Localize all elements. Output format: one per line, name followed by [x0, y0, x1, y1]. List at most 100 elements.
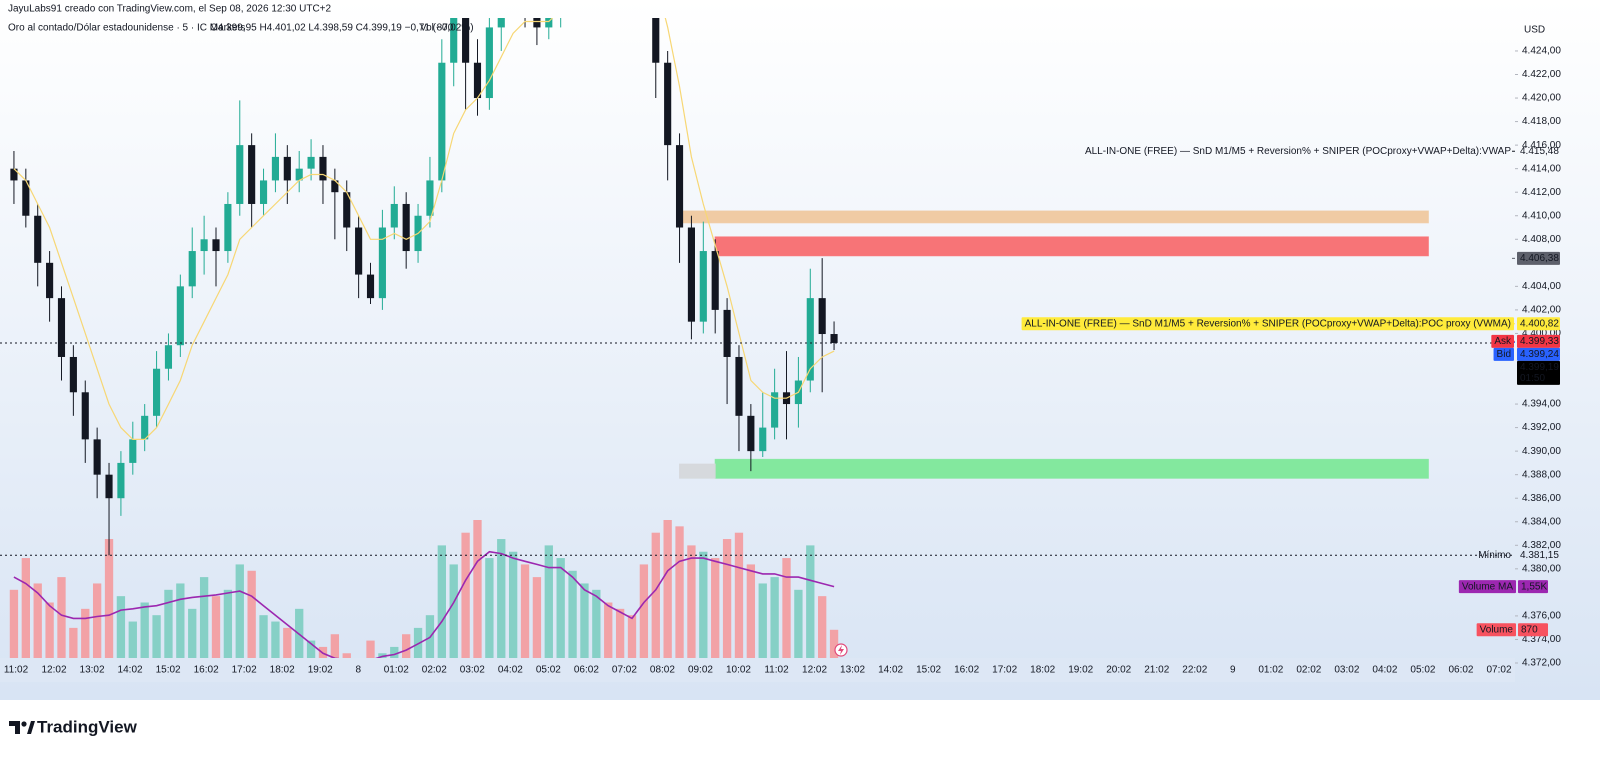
- volume-bar: [259, 615, 268, 658]
- volume-bar: [271, 621, 280, 658]
- volume-bar: [188, 608, 197, 658]
- candle-body: [462, 18, 470, 63]
- x-tick-label: 17:02: [232, 665, 257, 676]
- volume-bar: [45, 602, 54, 658]
- x-tick-label: 11:02: [4, 665, 29, 676]
- x-tick-label: 03:02: [460, 665, 485, 676]
- volume-bar: [627, 615, 637, 658]
- volume-bar: [342, 653, 351, 658]
- candle-body: [473, 62, 482, 99]
- volume-bar: [532, 577, 542, 658]
- volume-bar: [782, 558, 791, 658]
- volume-bar: [140, 602, 149, 658]
- y-tick-label: 4.424,00: [1522, 46, 1561, 57]
- price-line-name: ALL-IN-ONE (FREE) — SnD M1/M5 + Reversio…: [1025, 318, 1511, 329]
- candle-body: [699, 251, 707, 322]
- price-tag-label: 4.399,24: [1520, 349, 1559, 360]
- x-tick-label: 05:02: [1410, 665, 1435, 676]
- price-countdown: 01:50: [1520, 373, 1545, 384]
- volume-bar: [663, 520, 672, 658]
- volume-bar: [176, 583, 185, 658]
- price-line-name: Mínimo: [1478, 550, 1511, 561]
- volume-bar: [92, 583, 102, 658]
- y-tick-label: 4.372,00: [1522, 658, 1561, 669]
- candle-body: [497, 18, 505, 28]
- candle-body: [818, 298, 826, 335]
- x-tick-label: 07:02: [1486, 665, 1511, 676]
- volume-tag-name-box: [1476, 623, 1516, 637]
- volume-bar: [283, 627, 292, 658]
- volume-bar: [758, 583, 767, 658]
- x-tick-label: 09:02: [688, 665, 713, 676]
- plot-area: [0, 18, 1515, 658]
- volume-tag-name: Volume: [1480, 624, 1514, 635]
- y-tick-label: 4.400,00: [1522, 328, 1561, 339]
- volume-bar: [544, 545, 553, 658]
- zone: [679, 210, 1429, 224]
- candle-body: [806, 298, 814, 381]
- y-tick-label: 4.412,00: [1522, 187, 1561, 198]
- x-tick-label: 21:02: [1144, 665, 1169, 676]
- y-tick-label: 4.422,00: [1522, 69, 1561, 80]
- volume-bar: [306, 640, 316, 658]
- y-tick-label: 4.386,00: [1522, 493, 1561, 504]
- volume-bar: [806, 545, 815, 658]
- price-tag-box: [1517, 334, 1560, 348]
- x-tick-label: 08:02: [650, 665, 675, 676]
- replay-icon[interactable]: [834, 643, 848, 657]
- volume-bar: [247, 570, 256, 658]
- x-tick-label: 02:02: [1296, 665, 1321, 676]
- candle-body: [105, 474, 113, 499]
- volume-bar: [711, 558, 720, 658]
- x-tick-label: 17:02: [992, 665, 1017, 676]
- volume-bar: [699, 551, 708, 658]
- zone: [714, 458, 1429, 479]
- header-volume: Vol 870: [420, 23, 454, 34]
- volume-tag-label: 1,55K: [1521, 581, 1547, 592]
- candle-body: [331, 180, 339, 193]
- volume-bar: [104, 539, 114, 658]
- candle-body: [652, 18, 660, 63]
- price-line-name: Ask: [1494, 336, 1512, 347]
- x-tick-label: 05:02: [536, 665, 561, 676]
- volume-bar: [461, 532, 470, 658]
- brand-logo[interactable]: TradingView: [9, 717, 138, 736]
- zone: [679, 463, 716, 479]
- volume-bar: [568, 570, 577, 658]
- price-axis: 4.424,00 4.422,00 4.420,00 4.418,00 4.416,00…: [1512, 46, 1561, 669]
- x-tick-label: 14:02: [878, 665, 903, 676]
- price-tag-label: 4.415,48: [1520, 146, 1559, 157]
- x-tick-label: 01:02: [1258, 665, 1283, 676]
- price-tag-label: 4.399,33: [1520, 336, 1559, 347]
- candle-body: [723, 309, 731, 357]
- volume-bar: [829, 629, 839, 658]
- volume-bar: [639, 564, 649, 658]
- x-tick-label: 12:02: [42, 665, 67, 676]
- x-tick-label: 20:02: [1106, 665, 1131, 676]
- volume-bar: [128, 621, 137, 658]
- candle-body: [224, 203, 232, 252]
- volume-tag-name-box: [1458, 580, 1516, 594]
- volume-bar: [746, 564, 756, 658]
- y-tick-label: 4.384,00: [1522, 516, 1561, 527]
- x-tick-label: 01:02: [384, 665, 409, 676]
- volume-bar: [402, 634, 411, 658]
- x-tick-label: 02:02: [422, 665, 447, 676]
- candle-body: [34, 215, 42, 263]
- volume-tag-box: [1518, 623, 1548, 637]
- x-tick-label: 07:02: [612, 665, 637, 676]
- x-tick-label: 19:02: [1068, 665, 1093, 676]
- x-tick-label: 03:02: [1334, 665, 1359, 676]
- volume-bar: [437, 545, 446, 658]
- chart-background: [0, 0, 1600, 700]
- candle-body: [93, 439, 101, 475]
- ohlc: O4.399,95 H4.401,02 L4.398,59 C4.399,19 …: [210, 23, 474, 34]
- candle-body: [747, 415, 755, 452]
- candle-body: [343, 192, 351, 228]
- volume-bar: [734, 532, 744, 658]
- candle-body: [212, 239, 220, 252]
- x-tick-label: 14:02: [118, 665, 143, 676]
- x-tick-label: 06:02: [574, 665, 599, 676]
- x-tick-label: 12:02: [802, 665, 827, 676]
